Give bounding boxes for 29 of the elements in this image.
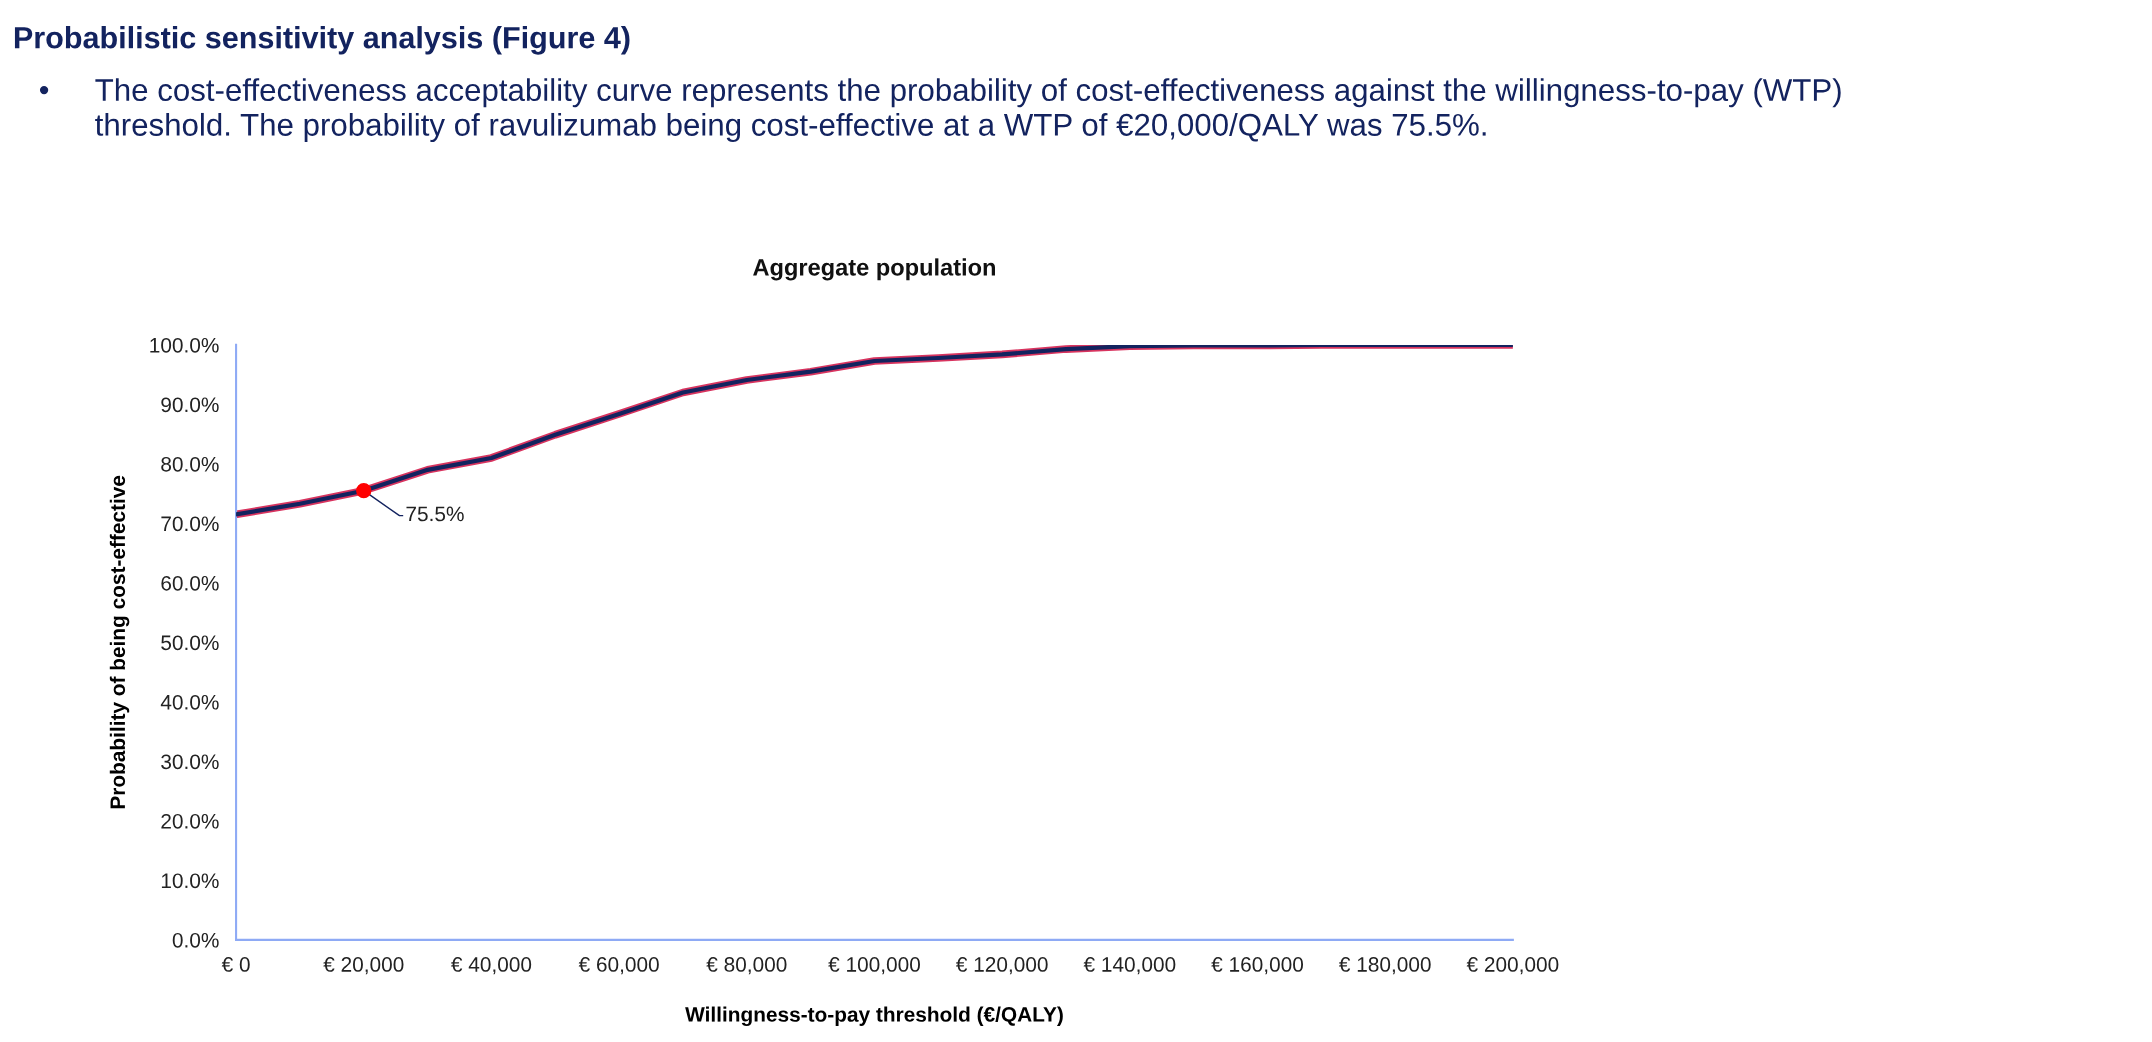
x-tick-label: € 200,000	[1466, 957, 1559, 975]
y-axis-title: Probability of being cost-effective	[109, 475, 130, 809]
y-tick-label: 20.0%	[161, 813, 219, 829]
y-tick-label: 40.0%	[160, 694, 219, 710]
x-tick-label: € 100,000	[828, 957, 920, 975]
x-tick-label: € 20,000	[323, 957, 404, 975]
x-tick-label: € 120,000	[955, 957, 1048, 975]
y-tick-label: 90.0%	[161, 397, 219, 413]
y-tick-label: 30.0%	[161, 754, 219, 770]
chart-title: Aggregate population	[753, 258, 995, 281]
x-tick-label: € 160,000	[1211, 957, 1304, 975]
x-tick-label: € 0	[221, 957, 250, 972]
x-tick-label: € 180,000	[1339, 957, 1431, 975]
x-tick-label: € 80,000	[706, 957, 787, 975]
x-axis-title: Willingness-to-pay threshold (€/QALY)	[685, 1006, 1063, 1027]
y-tick-label: 70.0%	[161, 516, 219, 532]
y-tick-label: 100.0%	[150, 337, 219, 353]
y-tick-label: 0.0%	[172, 932, 219, 948]
annotation: 75.5%	[406, 506, 464, 522]
text: The cost-effectiveness acceptability curve represents the probability of cost-effectiveness against the willingness-to-pay (WTP) threshold. The probability of ravulizumab being cost-effective at a WTP of €20,000/QALY was 75.5%.	[95, 78, 1841, 143]
y-tick-label: 50.0%	[161, 635, 219, 651]
x-tick-label: € 40,000	[451, 957, 532, 975]
x-tick-label: € 60,000	[578, 957, 659, 975]
text: Probabilistic sensitivity analysis (Figure 4)	[14, 26, 630, 55]
y-tick-label: 80.0%	[161, 456, 219, 472]
y-tick-label: 10.0%	[161, 873, 219, 889]
x-tick-label: € 140,000	[1083, 957, 1176, 975]
text: •	[39, 86, 49, 95]
y-tick-label: 60.0%	[161, 575, 219, 591]
